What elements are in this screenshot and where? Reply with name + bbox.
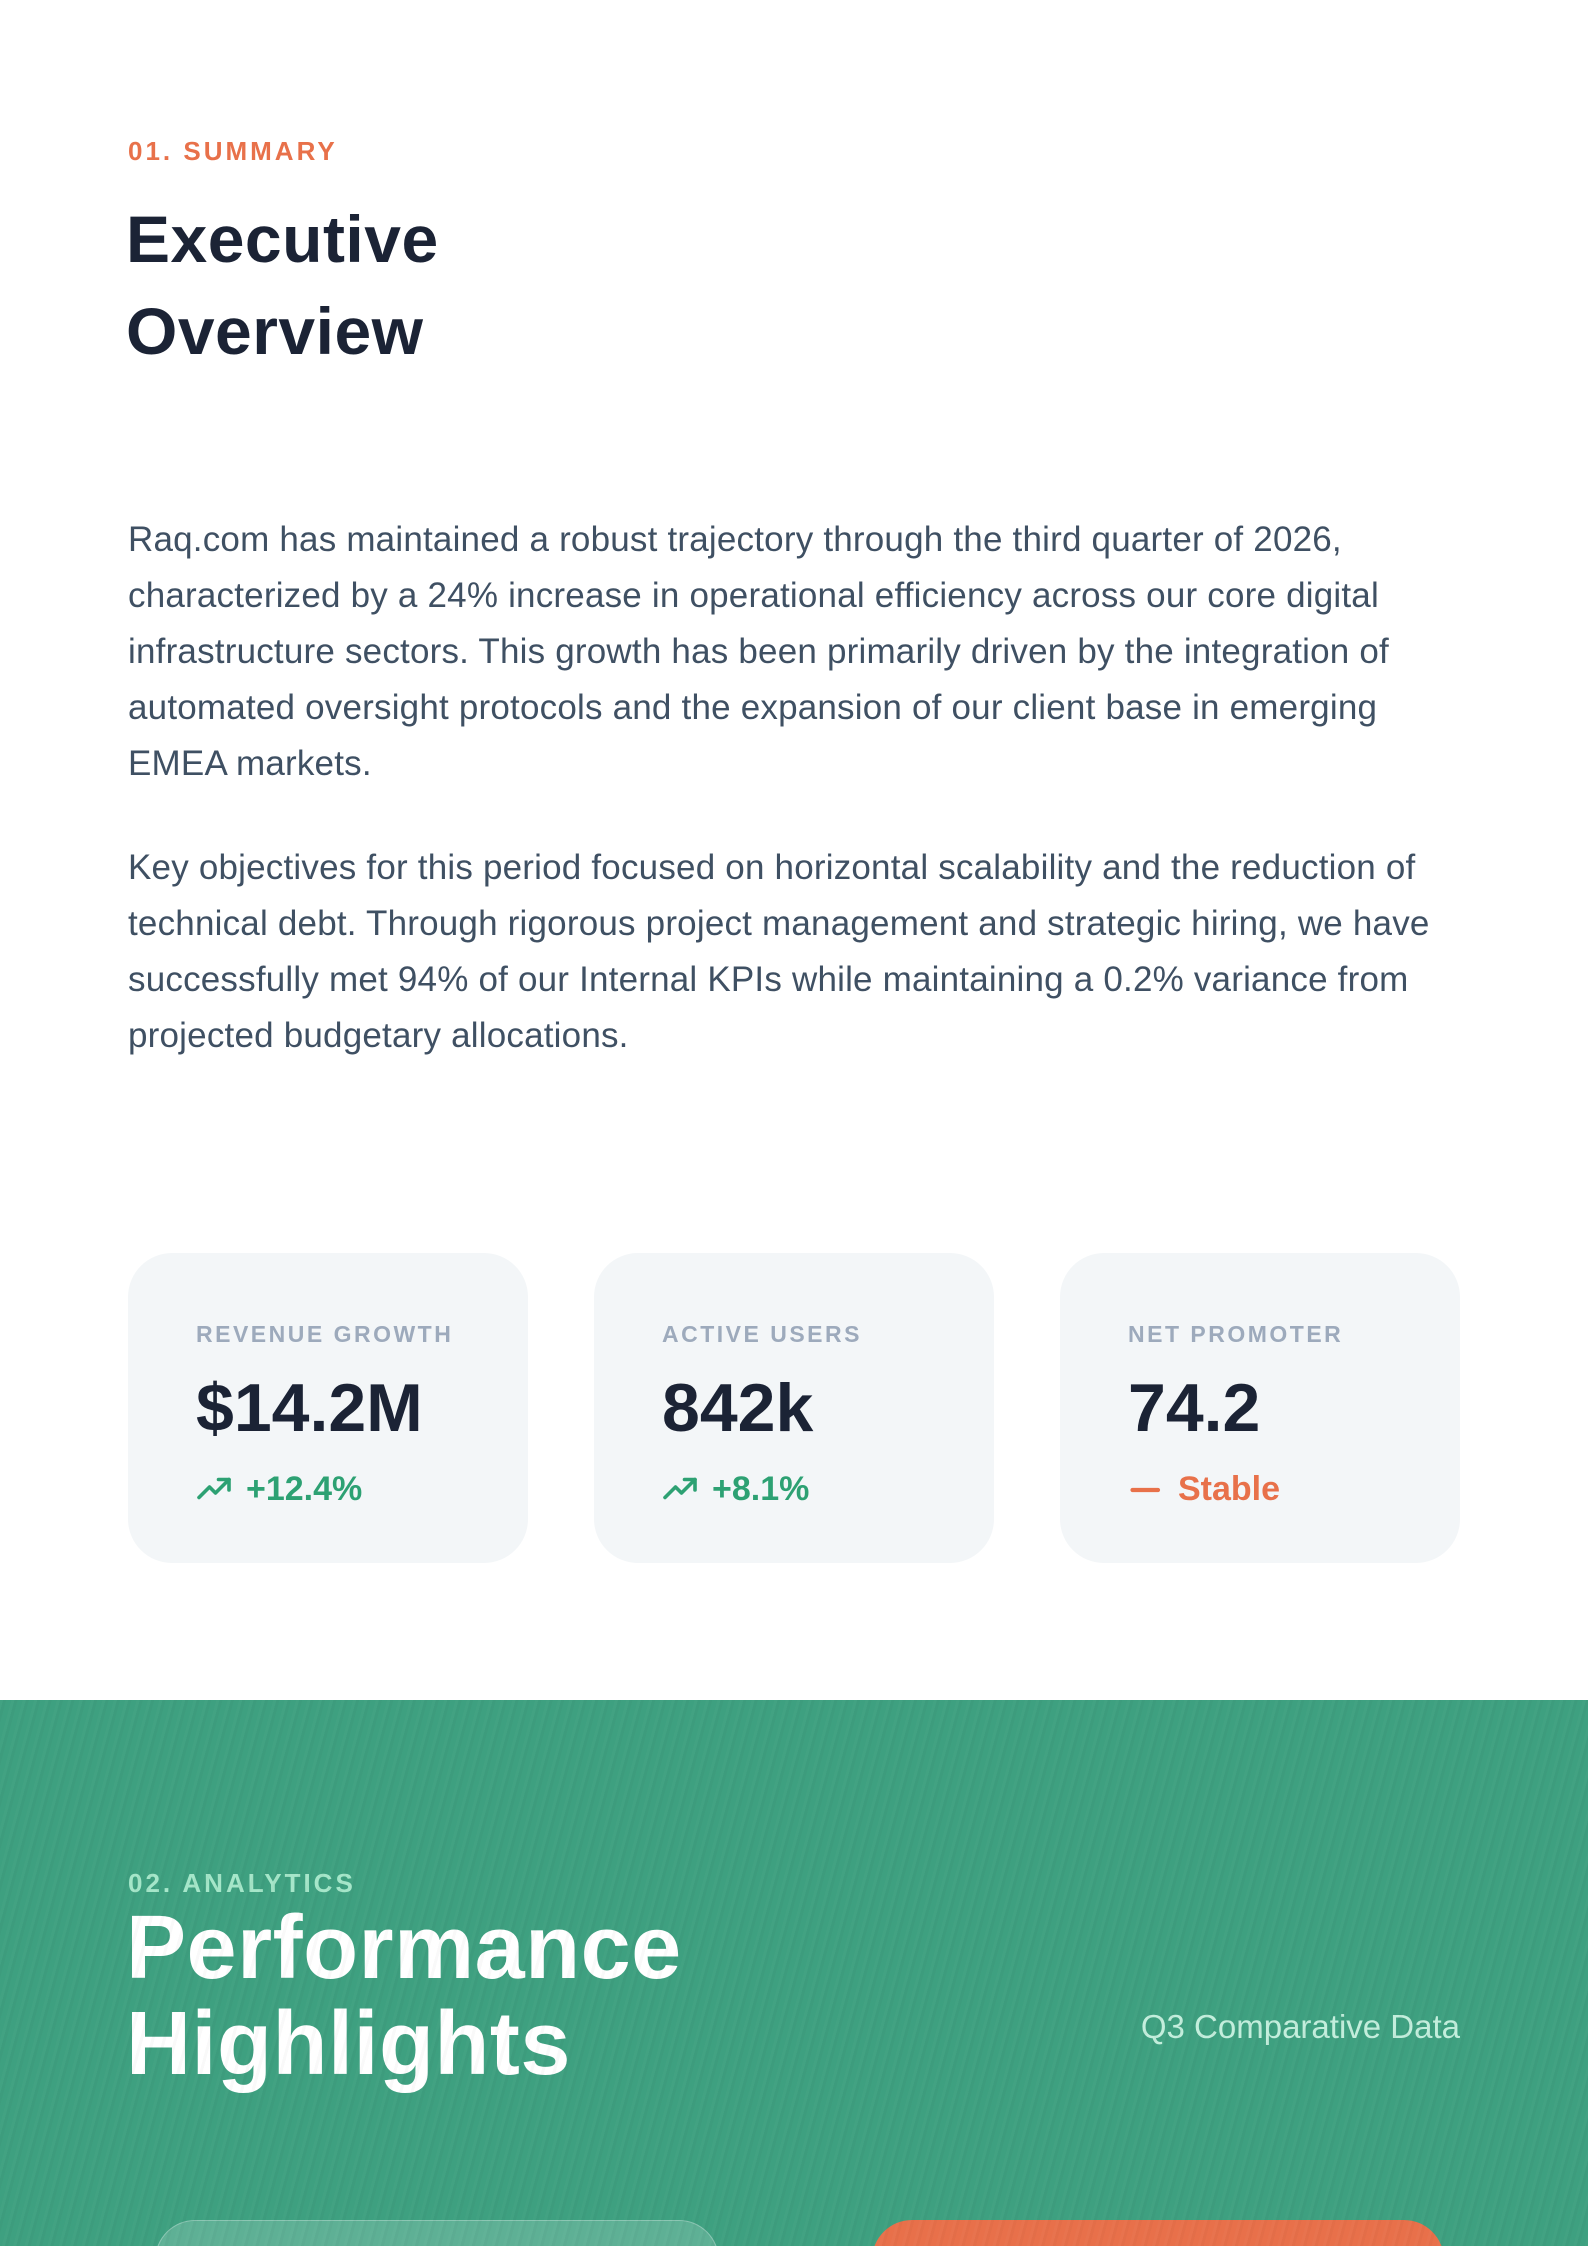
- page-title-line1: Executive: [126, 202, 439, 276]
- analytics-subtitle: Q3 Comparative Data: [1140, 2008, 1460, 2045]
- analytics-section: 02. ANALYTICS Performance Highlights Q3 …: [0, 1700, 1588, 2246]
- highlight-card-partial: [872, 2220, 1444, 2246]
- analytics-title: Performance Highlights: [126, 1900, 682, 2092]
- stat-value: 74.2: [1128, 1370, 1261, 1446]
- stat-card-revenue-growth: REVENUE GROWTH $14.2M +12.4%: [128, 1253, 528, 1563]
- page-title-line2: Overview: [126, 294, 424, 368]
- page-title: Executive Overview: [126, 193, 439, 377]
- trend-up-icon: [196, 1472, 232, 1508]
- stat-trend: +8.1%: [662, 1470, 954, 1509]
- chart-card-partial: [155, 2220, 719, 2246]
- trend-value: +8.1%: [712, 1470, 810, 1508]
- section-kicker-summary: 01. SUMMARY: [128, 136, 338, 166]
- trend-value: Stable: [1178, 1470, 1281, 1508]
- stat-card-net-promoter: NET PROMOTER 74.2 Stable: [1060, 1253, 1460, 1563]
- stat-label: ACTIVE USERS: [662, 1321, 862, 1347]
- stat-card-active-users: ACTIVE USERS 842k +8.1%: [594, 1253, 994, 1563]
- summary-paragraph-1: Raq.com has maintained a robust trajecto…: [128, 520, 1389, 783]
- stats-row: REVENUE GROWTH $14.2M +12.4% ACTIVE USER…: [128, 1253, 1460, 1563]
- stat-label: REVENUE GROWTH: [196, 1321, 454, 1347]
- summary-paragraph-2: Key objectives for this period focused o…: [128, 848, 1430, 1055]
- analytics-title-line1: Performance: [126, 1898, 682, 1998]
- stat-trend: Stable: [1128, 1470, 1420, 1509]
- section-kicker-analytics: 02. ANALYTICS: [128, 1868, 356, 1898]
- trend-value: +12.4%: [246, 1470, 363, 1508]
- analytics-title-line2: Highlights: [126, 1994, 571, 2094]
- stat-trend: +12.4%: [196, 1470, 488, 1509]
- stat-label: NET PROMOTER: [1128, 1321, 1344, 1347]
- stat-value: 842k: [662, 1370, 814, 1446]
- stat-value: $14.2M: [196, 1370, 423, 1446]
- stable-dash-icon: [1128, 1472, 1164, 1508]
- trend-up-icon: [662, 1472, 698, 1508]
